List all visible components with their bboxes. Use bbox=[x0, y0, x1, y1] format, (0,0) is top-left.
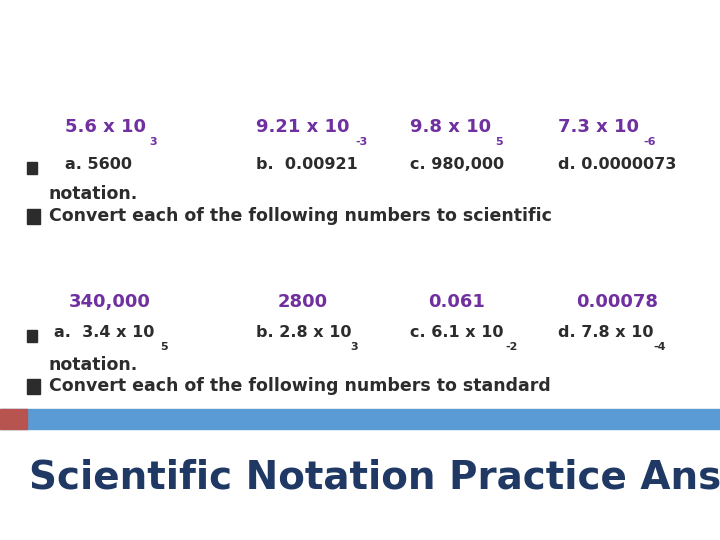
Text: notation.: notation. bbox=[49, 185, 138, 204]
Bar bbox=[27, 330, 37, 342]
Text: 3: 3 bbox=[149, 137, 157, 147]
Text: 5.6 x 10: 5.6 x 10 bbox=[65, 118, 145, 136]
Text: a.  3.4 x 10: a. 3.4 x 10 bbox=[54, 325, 154, 340]
Bar bbox=[27, 162, 37, 174]
Bar bbox=[27, 209, 40, 224]
Text: Convert each of the following numbers to standard: Convert each of the following numbers to… bbox=[49, 377, 551, 395]
Text: c. 6.1 x 10: c. 6.1 x 10 bbox=[410, 325, 504, 340]
Bar bbox=[0, 409, 27, 429]
Text: 5: 5 bbox=[495, 137, 503, 147]
Text: 9.21 x 10: 9.21 x 10 bbox=[256, 118, 349, 136]
Text: -3: -3 bbox=[355, 137, 367, 147]
Text: 9.8 x 10: 9.8 x 10 bbox=[410, 118, 492, 136]
Text: 0.00078: 0.00078 bbox=[576, 293, 658, 312]
Text: 340,000: 340,000 bbox=[68, 293, 150, 312]
Bar bbox=[27, 379, 40, 394]
Text: -4: -4 bbox=[653, 342, 665, 352]
Text: 2800: 2800 bbox=[277, 293, 328, 312]
Text: notation.: notation. bbox=[49, 355, 138, 374]
Text: d. 7.8 x 10: d. 7.8 x 10 bbox=[558, 325, 654, 340]
Text: 0.061: 0.061 bbox=[428, 293, 485, 312]
Text: c. 980,000: c. 980,000 bbox=[410, 157, 505, 172]
Text: a. 5600: a. 5600 bbox=[65, 157, 132, 172]
Text: d. 0.0000073: d. 0.0000073 bbox=[558, 157, 676, 172]
Text: -2: -2 bbox=[505, 342, 518, 352]
Text: Convert each of the following numbers to scientific: Convert each of the following numbers to… bbox=[49, 207, 552, 225]
Text: Scientific Notation Practice Ans.: Scientific Notation Practice Ans. bbox=[29, 459, 720, 497]
Text: 7.3 x 10: 7.3 x 10 bbox=[558, 118, 639, 136]
Text: b.  0.00921: b. 0.00921 bbox=[256, 157, 357, 172]
Text: 3: 3 bbox=[351, 342, 359, 352]
Text: 5: 5 bbox=[161, 342, 168, 352]
Bar bbox=[0, 409, 720, 429]
Text: b. 2.8 x 10: b. 2.8 x 10 bbox=[256, 325, 351, 340]
Text: -6: -6 bbox=[643, 137, 655, 147]
